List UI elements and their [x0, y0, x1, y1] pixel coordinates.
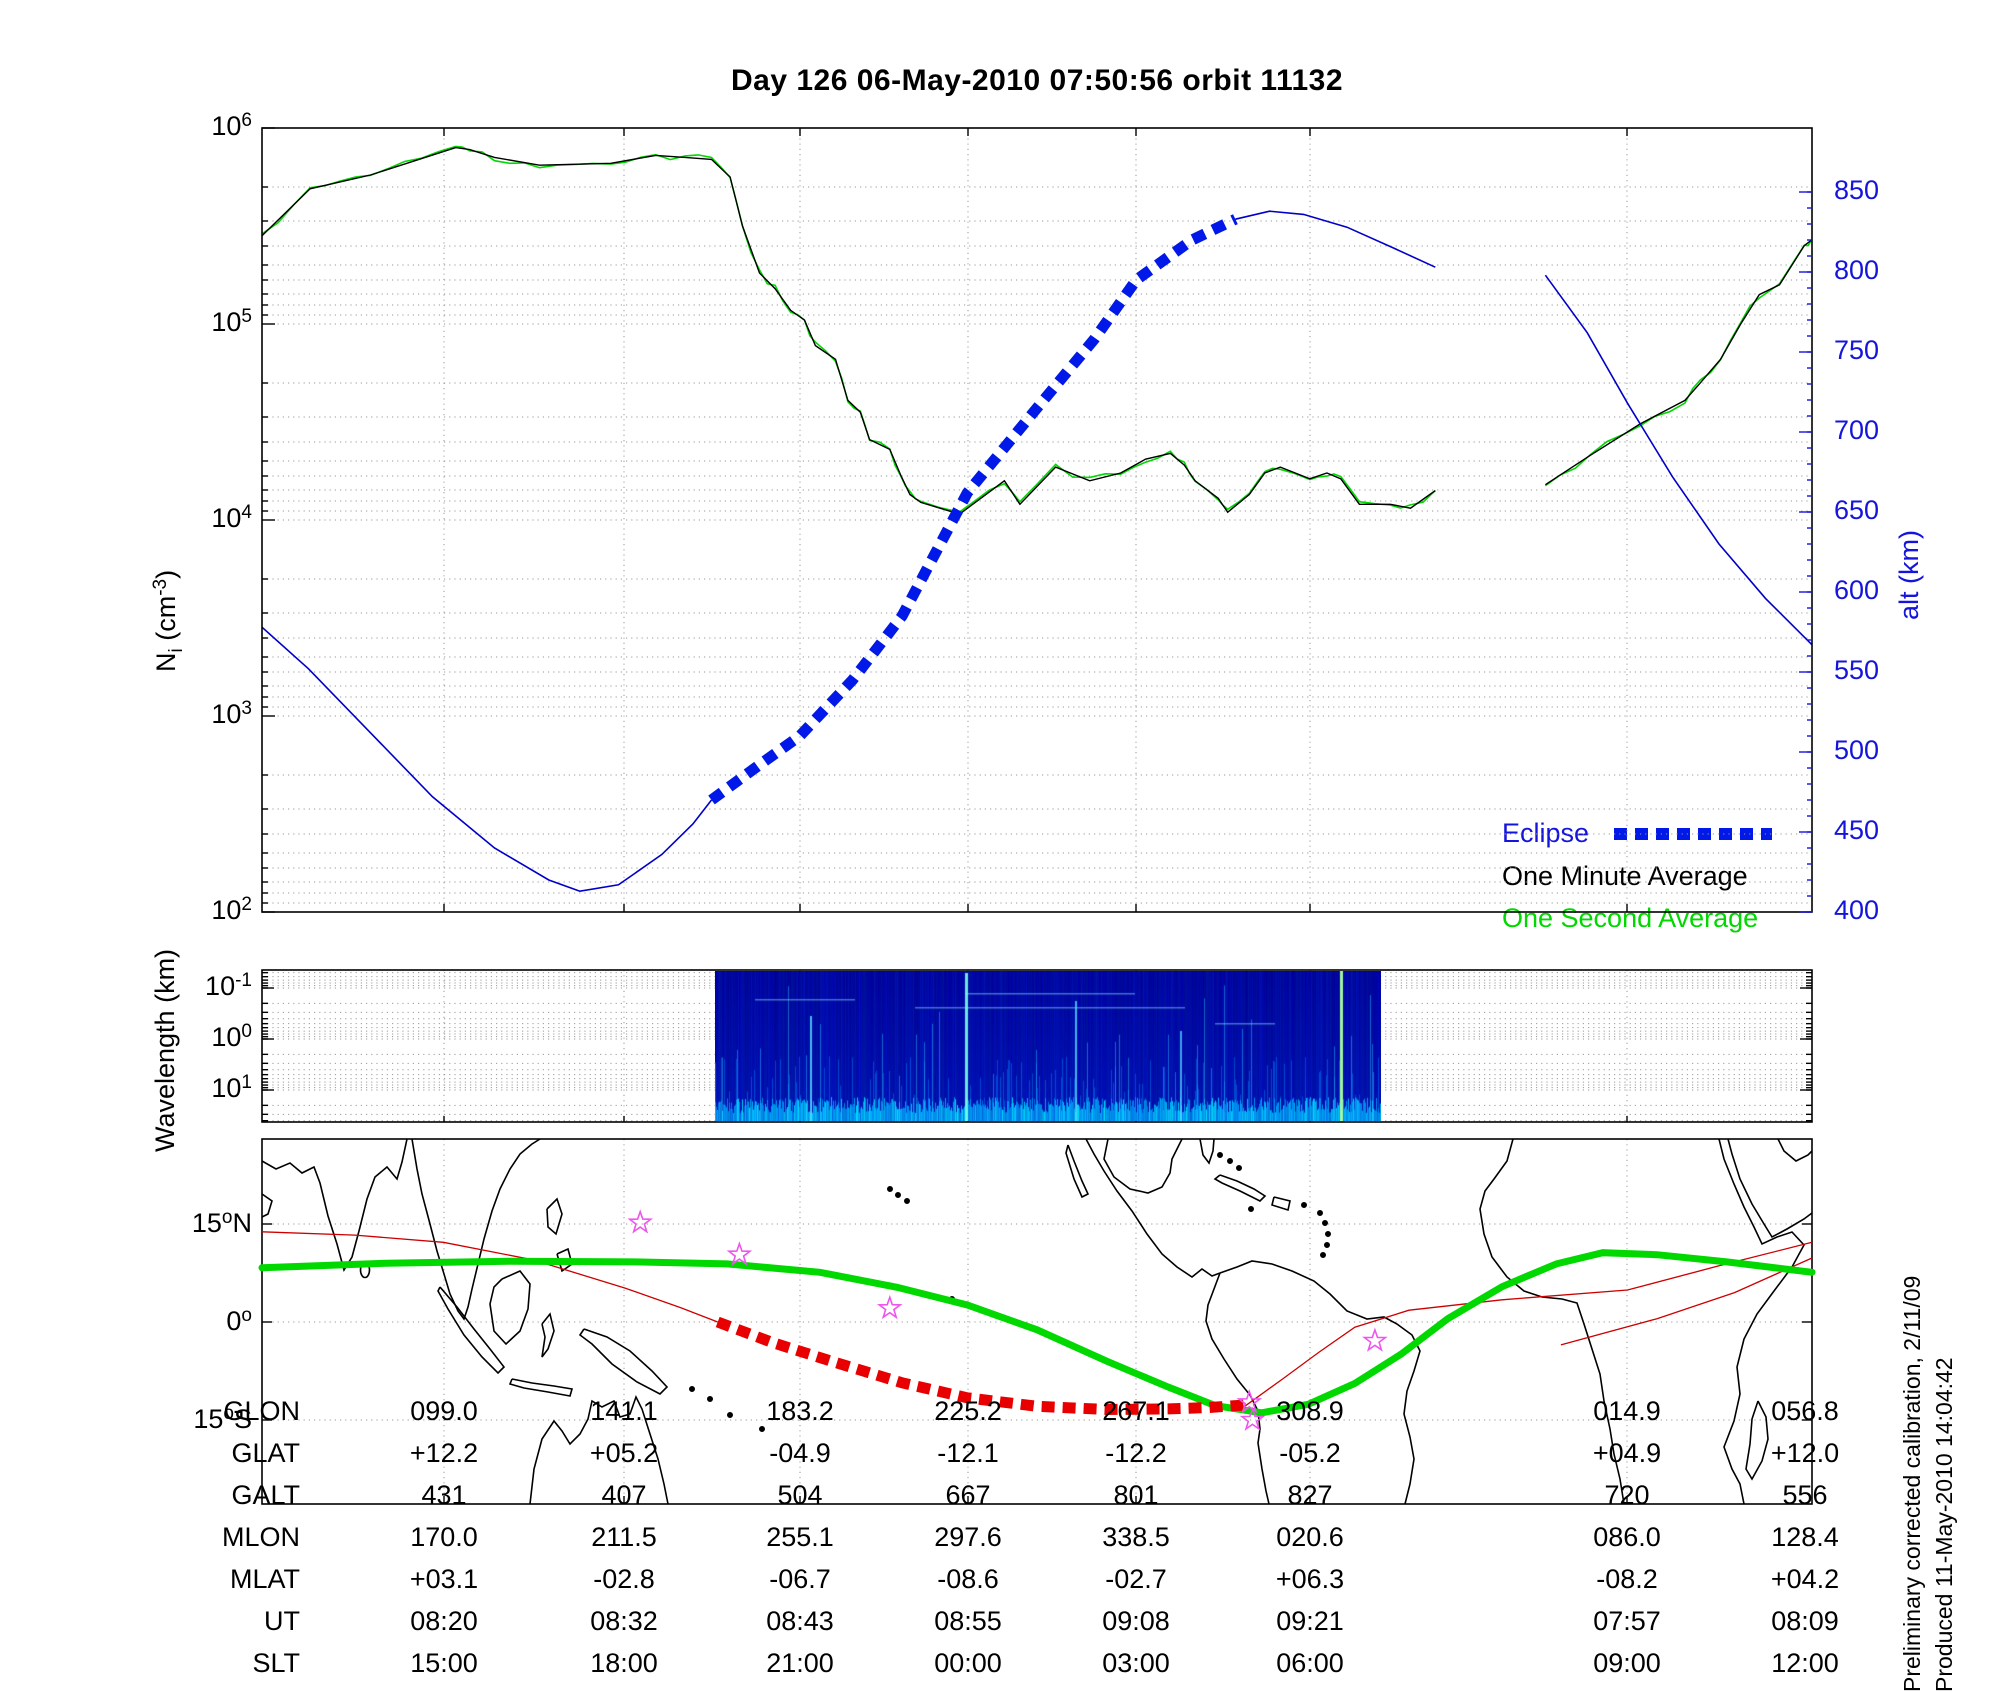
table-cell-mlat-2: -06.7 — [769, 1564, 831, 1594]
table-cell-ut-0: 08:20 — [410, 1606, 478, 1636]
table-cell-mlat-1: -02.8 — [593, 1564, 655, 1594]
table-cell-glon-0: 099.0 — [410, 1396, 478, 1426]
table-cell-glat-6: +04.9 — [1592, 1438, 1662, 1468]
table-cell-mlat-3: -08.6 — [937, 1564, 999, 1594]
table-cell-ut-3: 08:55 — [934, 1606, 1002, 1636]
table-cell-galt-7: 556 — [1782, 1480, 1828, 1510]
table-cell-mlon-6: 086.0 — [1593, 1522, 1661, 1552]
ni-tick-1e4: 104 — [211, 502, 252, 533]
table-cell-ut-5: 09:21 — [1276, 1606, 1344, 1636]
table-cell-mlon-2: 255.1 — [766, 1522, 834, 1552]
table-cell-ut-2: 08:43 — [766, 1606, 834, 1636]
table-cell-ut-4: 09:08 — [1102, 1606, 1170, 1636]
table-cell-mlon-4: 338.5 — [1102, 1522, 1170, 1552]
table-cell-mlat-5: +06.3 — [1275, 1564, 1345, 1594]
page-title: Day 126 06-May-2010 07:50:56 orbit 11132 — [730, 64, 1344, 97]
ni-tick-1e3: 103 — [211, 698, 252, 729]
map-lat-15n: 15oN — [191, 1207, 252, 1238]
alt-tick-550: 550 — [1834, 655, 1880, 685]
table-row-label-glat: GLAT — [231, 1438, 300, 1468]
table-cell-galt-6: 720 — [1604, 1480, 1650, 1510]
alt-tick-800: 800 — [1834, 255, 1880, 285]
table-cell-galt-4: 801 — [1113, 1480, 1159, 1510]
legend-minute-label: One Minute Average — [1502, 861, 1748, 891]
legend-second-label: One Second Average — [1502, 903, 1759, 933]
table-row-label-mlon: MLON — [221, 1522, 300, 1552]
table-cell-glon-3: 225.2 — [934, 1396, 1002, 1426]
table-cell-mlat-6: -08.2 — [1596, 1564, 1658, 1594]
table-cell-slt-0: 15:00 — [410, 1648, 478, 1678]
alt-tick-400: 400 — [1834, 895, 1880, 925]
table-cell-glon-7: 056.8 — [1771, 1396, 1839, 1426]
table-row-label-galt: GALT — [231, 1480, 300, 1510]
alt-tick-450: 450 — [1834, 815, 1880, 845]
table-cell-mlon-7: 128.4 — [1771, 1522, 1839, 1552]
table-cell-glat-1: +05.2 — [589, 1438, 659, 1468]
table-cell-mlon-0: 170.0 — [410, 1522, 478, 1552]
table-cell-ut-7: 08:09 — [1771, 1606, 1839, 1636]
alt-tick-500: 500 — [1834, 735, 1880, 765]
table-row-label-slt: SLT — [252, 1648, 300, 1678]
wl-tick-0.1: 10-1 — [205, 970, 252, 1001]
wavelength-spectrogram — [715, 971, 1381, 1121]
table-cell-mlon-3: 297.6 — [934, 1522, 1002, 1552]
table-cell-slt-1: 18:00 — [590, 1648, 658, 1678]
table-cell-mlon-5: 020.6 — [1276, 1522, 1344, 1552]
table-cell-glat-4: -12.2 — [1105, 1438, 1167, 1468]
table-cell-mlat-4: -02.7 — [1105, 1564, 1167, 1594]
table-cell-slt-3: 00:00 — [934, 1648, 1002, 1678]
table-cell-slt-4: 03:00 — [1102, 1648, 1170, 1678]
table-cell-mlon-1: 211.5 — [591, 1522, 657, 1552]
table-cell-galt-1: 407 — [601, 1480, 647, 1510]
table-cell-glon-4: 267.1 — [1102, 1396, 1170, 1426]
table-cell-glon-6: 014.9 — [1593, 1396, 1661, 1426]
table-cell-glat-3: -12.1 — [937, 1438, 999, 1468]
table-cell-ut-1: 08:32 — [590, 1606, 658, 1636]
table-cell-galt-0: 431 — [421, 1480, 467, 1510]
table-cell-glat-7: +12.0 — [1770, 1438, 1840, 1468]
table-row-label-ut: UT — [264, 1606, 300, 1636]
alt-tick-700: 700 — [1834, 415, 1880, 445]
table-cell-galt-3: 667 — [945, 1480, 991, 1510]
table-cell-glon-2: 183.2 — [766, 1396, 834, 1426]
table-cell-slt-2: 21:00 — [766, 1648, 834, 1678]
alt-tick-850: 850 — [1834, 175, 1880, 205]
wl-tick-10: 101 — [211, 1072, 252, 1103]
table-cell-glat-0: +12.2 — [409, 1438, 479, 1468]
alt-tick-750: 750 — [1834, 335, 1880, 365]
map-lat-15s: 15oS — [193, 1403, 252, 1434]
legend-eclipse-label: Eclipse — [1502, 818, 1590, 848]
ni-tick-1e2: 102 — [211, 894, 252, 925]
table-cell-galt-2: 504 — [777, 1480, 823, 1510]
table-cell-glon-5: 308.9 — [1276, 1396, 1344, 1426]
table-cell-mlat-7: +04.2 — [1770, 1564, 1840, 1594]
ni-tick-1e6: 106 — [211, 110, 252, 141]
map-lat-0: 0o — [226, 1305, 252, 1336]
table-cell-slt-6: 09:00 — [1593, 1648, 1661, 1678]
table-cell-slt-7: 12:00 — [1771, 1648, 1839, 1678]
alt-tick-650: 650 — [1834, 495, 1880, 525]
ni-tick-1e5: 105 — [211, 306, 252, 337]
table-cell-glon-1: 141.1 — [590, 1396, 658, 1426]
table-cell-galt-5: 827 — [1287, 1480, 1333, 1510]
table-cell-ut-6: 07:57 — [1593, 1606, 1661, 1636]
table-cell-slt-5: 06:00 — [1276, 1648, 1344, 1678]
table-cell-mlat-0: +03.1 — [409, 1564, 479, 1594]
table-cell-glat-5: -05.2 — [1279, 1438, 1341, 1468]
wl-tick-1: 100 — [211, 1021, 252, 1052]
alt-tick-600: 600 — [1834, 575, 1880, 605]
table-row-label-glon: GLON — [223, 1396, 300, 1426]
table-row-label-mlat: MLAT — [229, 1564, 300, 1594]
table-cell-glat-2: -04.9 — [769, 1438, 831, 1468]
